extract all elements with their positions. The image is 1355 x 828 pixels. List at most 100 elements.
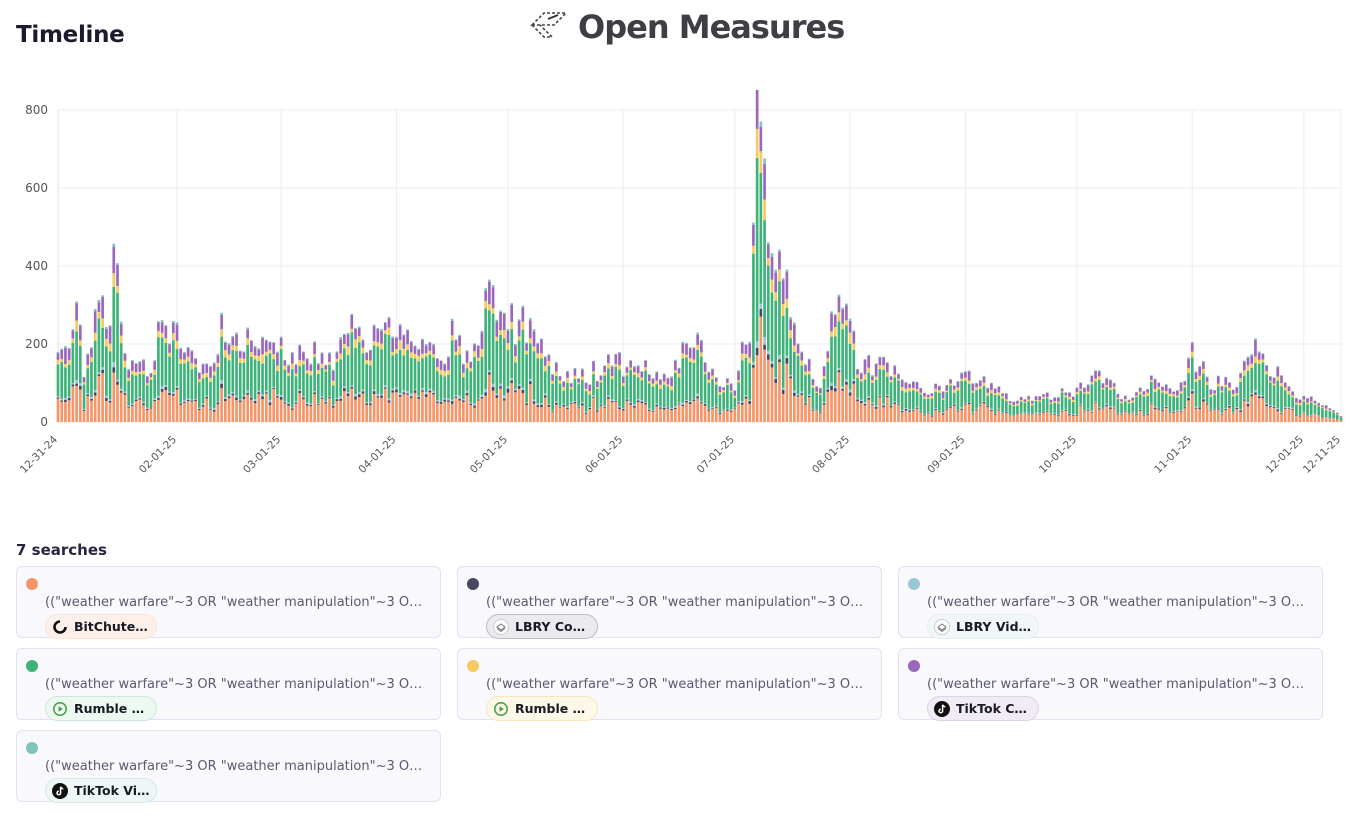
bar-segment xyxy=(157,337,160,396)
bar-segment xyxy=(354,327,357,329)
bar-segment xyxy=(1205,384,1209,403)
bar-segment xyxy=(982,376,986,377)
bar-segment xyxy=(157,395,160,398)
bar-segment xyxy=(376,397,380,422)
bar-segment xyxy=(1295,404,1298,415)
bar-segment xyxy=(614,366,618,401)
bar-segment xyxy=(131,370,134,375)
bar-segment xyxy=(908,383,911,385)
bar-segment xyxy=(551,410,554,412)
bar-segment xyxy=(380,343,383,350)
bar-segment xyxy=(1272,406,1276,407)
bar-segment xyxy=(833,385,837,389)
bar-segment xyxy=(908,409,911,411)
bar-segment xyxy=(402,355,406,391)
bar-segment xyxy=(941,398,945,400)
bar-segment xyxy=(540,338,543,340)
bar-segment xyxy=(238,350,242,352)
bar-segment xyxy=(224,357,227,398)
bar-segment xyxy=(926,413,930,422)
bar-segment xyxy=(1269,376,1272,381)
search-card[interactable]: (("weather warfare"~3 OR "weather manipu… xyxy=(457,566,882,639)
bar-segment xyxy=(566,407,569,409)
search-card[interactable]: (("weather warfare"~3 OR "weather manipu… xyxy=(898,648,1323,721)
bar-segment xyxy=(1187,396,1190,399)
bar-segment xyxy=(1261,395,1265,397)
bar-segment xyxy=(744,344,748,345)
platform-chip[interactable]: Rumble Vid... xyxy=(486,696,598,721)
bar-segment xyxy=(696,396,699,399)
bar-segment xyxy=(852,331,856,344)
platform-chip[interactable]: BitChute C... xyxy=(45,614,157,639)
bar-segment xyxy=(1179,382,1183,383)
bar-segment xyxy=(469,362,473,369)
bar-segment xyxy=(454,396,458,398)
bar-segment xyxy=(484,392,488,396)
bar-segment xyxy=(1027,413,1030,415)
platform-chip[interactable]: TikTok Video xyxy=(45,778,157,803)
bar-segment xyxy=(450,403,454,422)
bar-segment xyxy=(462,400,465,402)
platform-chip[interactable]: TikTok Com... xyxy=(927,696,1039,721)
bar-segment xyxy=(1057,403,1060,415)
bar-segment xyxy=(1146,395,1149,413)
platform-chip[interactable]: Rumble Co... xyxy=(45,696,157,721)
search-card[interactable]: (("weather warfare"~3 OR "weather manipu… xyxy=(16,648,441,721)
bar-segment xyxy=(350,388,354,422)
bar-segment xyxy=(320,397,324,399)
bar-segment xyxy=(108,343,112,352)
bar-segment xyxy=(763,158,766,164)
bar-segment xyxy=(897,378,900,381)
bar-segment xyxy=(804,402,807,404)
bar-segment xyxy=(770,279,774,293)
bar-segment xyxy=(997,408,1001,410)
bar-segment xyxy=(778,362,781,422)
y-tick-label: 400 xyxy=(25,259,48,273)
bar-segment xyxy=(383,330,387,334)
bar-segment xyxy=(796,343,800,345)
bar-segment xyxy=(819,394,822,412)
bar-segment xyxy=(1038,401,1042,414)
bar-segment xyxy=(885,362,889,363)
bar-segment xyxy=(212,409,216,412)
bar-segment xyxy=(1053,412,1056,414)
bar-segment xyxy=(659,408,662,422)
bar-segment xyxy=(502,330,506,339)
bar-segment xyxy=(253,346,257,348)
bar-segment xyxy=(1150,403,1153,404)
bar-segment xyxy=(227,344,231,355)
bar-segment xyxy=(197,407,201,409)
bar-segment xyxy=(1101,388,1105,390)
bar-segment xyxy=(822,403,826,405)
bar-segment xyxy=(179,359,183,364)
platform-chip[interactable]: LBRY Video xyxy=(927,614,1039,639)
bar-segment xyxy=(770,363,774,368)
bar-segment xyxy=(346,392,350,394)
bar-segment xyxy=(406,393,409,395)
bar-segment xyxy=(971,413,975,414)
bar-segment xyxy=(465,368,469,391)
bar-segment xyxy=(722,410,726,422)
platform-chip[interactable]: LBRY Com... xyxy=(486,614,598,639)
bar-segment xyxy=(350,386,354,389)
bar-segment xyxy=(856,401,859,422)
bar-segment xyxy=(179,402,183,404)
bar-segment xyxy=(1202,399,1205,402)
bar-segment xyxy=(380,349,383,394)
bar-segment xyxy=(1071,414,1075,415)
bar-segment xyxy=(372,341,376,346)
bar-segment xyxy=(1339,417,1343,421)
bar-segment xyxy=(536,344,540,354)
search-card[interactable]: (("weather warfare"~3 OR "weather manipu… xyxy=(16,730,441,803)
search-card[interactable]: (("weather warfare"~3 OR "weather manipu… xyxy=(457,648,882,721)
search-card[interactable]: (("weather warfare"~3 OR "weather manipu… xyxy=(898,566,1323,639)
bar-segment xyxy=(316,373,320,403)
bar-segment xyxy=(1008,414,1012,416)
bar-segment xyxy=(934,408,937,410)
bar-segment xyxy=(1168,393,1172,397)
search-card[interactable]: (("weather warfare"~3 OR "weather manipu… xyxy=(16,566,441,639)
bar-segment xyxy=(1053,397,1056,402)
bar-segment xyxy=(781,393,785,422)
bar-segment xyxy=(610,399,614,401)
